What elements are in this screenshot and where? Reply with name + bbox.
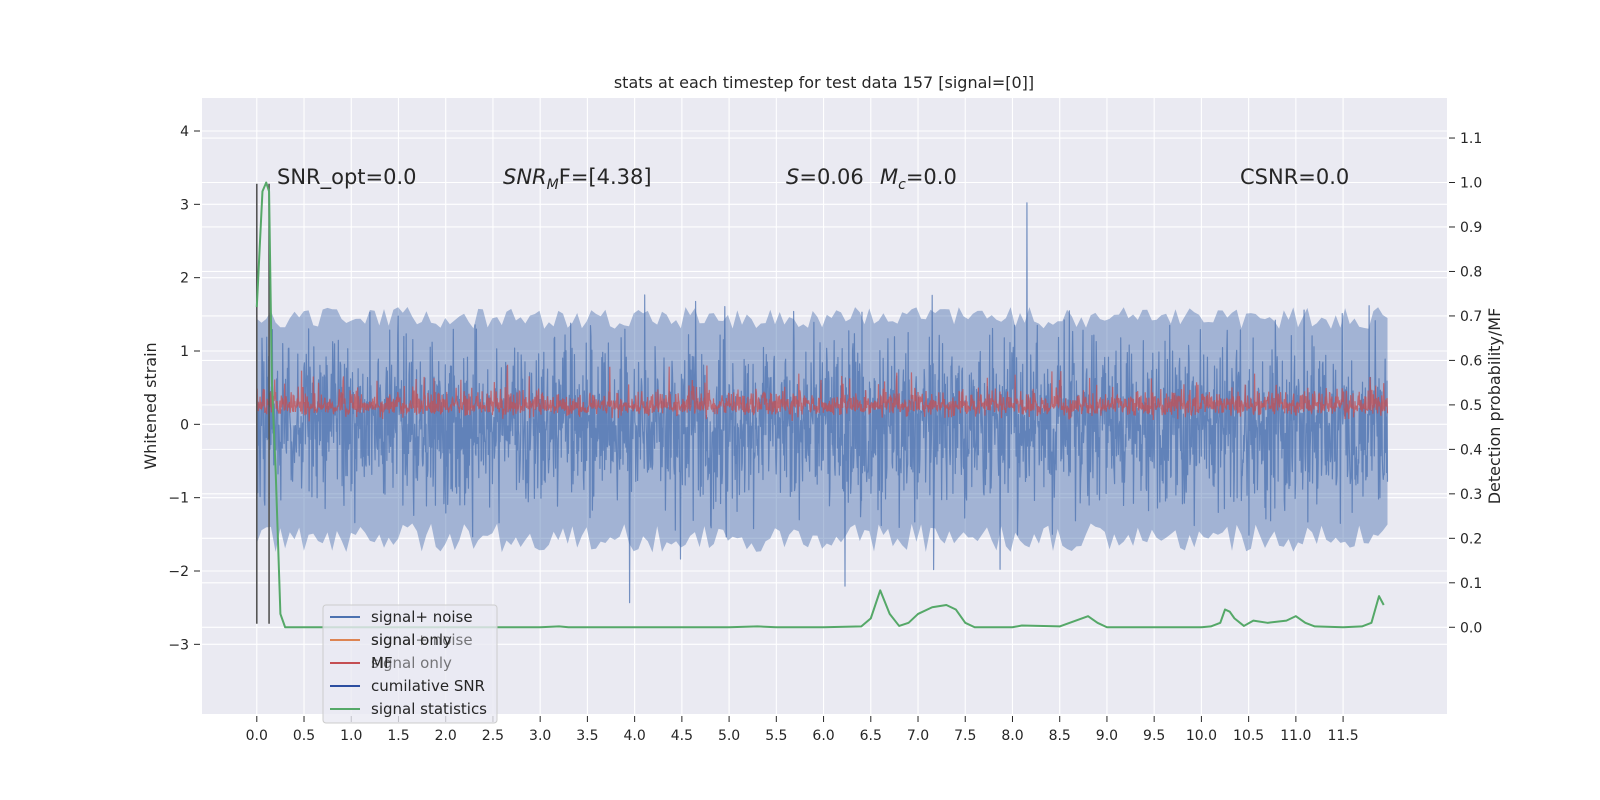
legend-label: cumilative SNR bbox=[371, 677, 485, 695]
tick-label-x: 1.5 bbox=[387, 728, 409, 744]
tick-label-x: 7.0 bbox=[907, 728, 929, 744]
tick-label-x: 8.0 bbox=[1001, 728, 1023, 744]
tick-label-x: 0.5 bbox=[293, 728, 315, 744]
tick-label-x: 5.5 bbox=[765, 728, 787, 744]
tick-label-left: −2 bbox=[168, 564, 189, 580]
x-ticks: 0.0 0.5 1.0 1.5 2.0 2.5 3.0 3.5 4.0 4.5 5.0 5.5 6.0 6… bbox=[246, 716, 1359, 744]
series-signal-noise bbox=[256, 202, 1389, 604]
tick-label-x: 11.5 bbox=[1328, 728, 1359, 744]
tick-label-x: 9.5 bbox=[1143, 728, 1165, 744]
y-ticks-left: 4 3 2 1 0 −1 −2 −3 bbox=[168, 124, 200, 653]
annotation-s: S=0.06 bbox=[786, 165, 864, 189]
y-ticks-right: 1.1 1.0 0.9 0.8 0.7 0.6 0.5 0.4 0.3 0.2 0.1 0.0 bbox=[1449, 131, 1482, 636]
tick-label-left: 2 bbox=[180, 271, 189, 287]
signal-noise-line bbox=[256, 202, 1389, 604]
tick-label-right: 0.8 bbox=[1460, 264, 1482, 280]
tick-label-left: 3 bbox=[180, 197, 189, 213]
tick-label-x: 10.5 bbox=[1233, 728, 1264, 744]
tick-label-x: 2.5 bbox=[482, 728, 504, 744]
tick-label-left: 0 bbox=[180, 417, 189, 433]
tick-label-right: 1.0 bbox=[1460, 176, 1482, 192]
tick-label-right: 0.3 bbox=[1460, 487, 1482, 503]
tick-label-right: 0.6 bbox=[1460, 353, 1482, 369]
legend-label: signal+ noise bbox=[371, 608, 473, 626]
tick-label-x: 0.0 bbox=[246, 728, 268, 744]
tick-label-right: 0.4 bbox=[1460, 442, 1482, 458]
tick-label-x: 10.0 bbox=[1186, 728, 1217, 744]
tick-label-x: 7.5 bbox=[954, 728, 976, 744]
legend: signal+ noise signal only signal+ noises… bbox=[322, 604, 498, 724]
tick-label-x: 9.0 bbox=[1096, 728, 1118, 744]
tick-label-right: 0.5 bbox=[1460, 398, 1482, 414]
tick-label-right: 1.1 bbox=[1460, 131, 1482, 147]
tick-label-right: 0.9 bbox=[1460, 220, 1482, 236]
annotation-snr-mf: SNRMF=[4.38] bbox=[503, 165, 652, 193]
tick-label-x: 8.5 bbox=[1049, 728, 1071, 744]
tick-label-right: 0.0 bbox=[1460, 620, 1482, 636]
tick-label-x: 4.5 bbox=[671, 728, 693, 744]
tick-label-left: 1 bbox=[180, 344, 189, 360]
y-axis-label-right: Detection probability/MF bbox=[1485, 308, 1504, 505]
tick-label-x: 3.5 bbox=[576, 728, 598, 744]
tick-label-x: 4.0 bbox=[623, 728, 645, 744]
tick-label-left: −3 bbox=[168, 637, 189, 653]
tick-label-right: 0.1 bbox=[1460, 576, 1482, 592]
tick-label-x: 3.0 bbox=[529, 728, 551, 744]
series-signal-statistics bbox=[255, 181, 1385, 629]
legend-label: MF bbox=[371, 654, 393, 672]
tick-label-x: 11.0 bbox=[1280, 728, 1311, 744]
tick-label-x: 5.0 bbox=[718, 728, 740, 744]
tick-label-x: 6.5 bbox=[860, 728, 882, 744]
signal-noise-band bbox=[256, 307, 1388, 553]
mf-line bbox=[256, 364, 1389, 422]
y-axis-label-left: Whitened strain bbox=[141, 342, 160, 469]
annotation-mc: Mc=0.0 bbox=[880, 165, 957, 193]
legend-label: signal statistics bbox=[371, 700, 487, 718]
legend-ghost-1: signal+ noise bbox=[371, 631, 473, 649]
tick-label-left: 4 bbox=[180, 124, 189, 140]
tick-label-x: 2.0 bbox=[435, 728, 457, 744]
series-mf bbox=[256, 364, 1389, 422]
legend-label: signal only bbox=[371, 631, 452, 649]
annotation-snr-opt: SNR_opt=0.0 bbox=[277, 165, 417, 190]
signal-statistics-line bbox=[255, 181, 1385, 629]
chart-title: stats at each timestep for test data 157… bbox=[614, 73, 1034, 92]
tick-label-right: 0.7 bbox=[1460, 309, 1482, 325]
tick-label-x: 1.0 bbox=[340, 728, 362, 744]
annotation-csnr: CSNR=0.0 bbox=[1240, 165, 1349, 189]
legend-ghost-2: signal only bbox=[371, 654, 452, 672]
tick-label-left: −1 bbox=[168, 491, 189, 507]
legend-box bbox=[322, 604, 498, 724]
tick-label-x: 6.0 bbox=[812, 728, 834, 744]
tick-label-right: 0.2 bbox=[1460, 531, 1482, 547]
